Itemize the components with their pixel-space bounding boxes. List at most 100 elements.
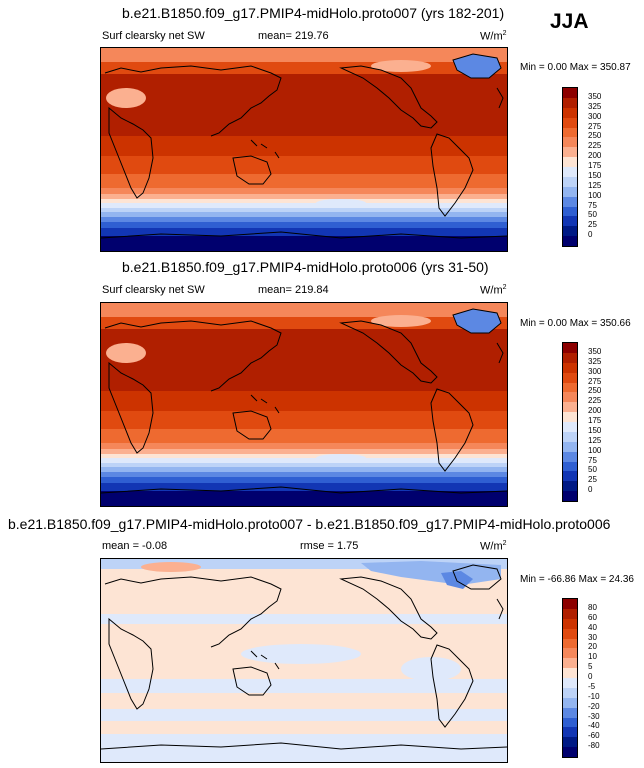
- colorbar-tick-label: -20: [588, 701, 600, 711]
- colorbar-swatch: [563, 491, 577, 501]
- colorbar-swatch: [563, 97, 577, 108]
- colorbar-tick-label: 350: [588, 346, 602, 356]
- colorbar-tick-label: 325: [588, 101, 602, 111]
- colorbar-tick-label: 200: [588, 151, 602, 161]
- colorbar-swatch: [563, 599, 577, 609]
- panel2-title: b.e21.B1850.f09_g17.PMIP4-midHolo.proto0…: [122, 259, 489, 275]
- colorbar-swatch: [563, 362, 577, 373]
- colorbar-swatch: [563, 206, 577, 217]
- colorbar-swatch: [563, 167, 577, 177]
- panel1-units: W/m2: [480, 30, 507, 43]
- panel1-mean: mean= 219.76: [258, 30, 329, 42]
- colorbar-swatch: [563, 176, 577, 187]
- colorbar-tick-label: 275: [588, 376, 602, 386]
- colorbar-tick-label: 225: [588, 396, 602, 406]
- colorbar-swatch: [563, 707, 577, 718]
- colorbar-tick-label: -40: [588, 721, 600, 731]
- panel1-minmax: Min = 0.00 Max = 350.87: [520, 62, 631, 73]
- colorbar-tick-label: 5: [588, 662, 593, 672]
- colorbar-swatch: [563, 648, 577, 659]
- panel3-units: W/m2: [480, 540, 507, 553]
- colorbar-tick-label: 300: [588, 111, 602, 121]
- colorbar-swatch: [563, 431, 577, 442]
- colorbar-swatch: [563, 678, 577, 688]
- colorbar-swatch: [563, 461, 577, 472]
- colorbar-tick-label: -5: [588, 681, 596, 691]
- colorbar-swatch: [563, 196, 577, 207]
- colorbar-swatch: [563, 441, 577, 452]
- colorbar-tick-label: 250: [588, 131, 602, 141]
- colorbar-swatch: [563, 402, 577, 413]
- panel2-variable: Surf clearsky net SW: [102, 284, 205, 296]
- colorbar-tick-label: -60: [588, 731, 600, 741]
- season-label: JJA: [550, 10, 589, 33]
- colorbar-swatch: [563, 216, 577, 227]
- colorbar-swatch: [563, 352, 577, 363]
- colorbar-swatch: [563, 107, 577, 118]
- colorbar-tick-label: 100: [588, 445, 602, 455]
- colorbar-swatch: [563, 412, 577, 422]
- colorbar-swatch: [563, 226, 577, 237]
- colorbar-tick-label: 10: [588, 652, 597, 662]
- colorbar-tick-label: 50: [588, 465, 597, 475]
- colorbar-tick-label: -30: [588, 711, 600, 721]
- colorbar-tick-label: -10: [588, 691, 600, 701]
- colorbar-swatch: [563, 117, 577, 128]
- panel2-map-svg: [101, 303, 507, 506]
- colorbar-tick-label: 150: [588, 170, 602, 180]
- colorbar-swatch: [563, 697, 577, 708]
- colorbar-tick-label: 350: [588, 91, 602, 101]
- colorbar-tick-label: 225: [588, 141, 602, 151]
- colorbar-tick-label: 175: [588, 416, 602, 425]
- colorbar-swatch: [563, 668, 577, 678]
- colorbar-swatch: [563, 451, 577, 462]
- panel2-colorbar: [562, 342, 578, 502]
- panel2-mean: mean= 219.84: [258, 284, 329, 296]
- colorbar-swatch: [563, 382, 577, 393]
- panel3-map-svg: [101, 559, 507, 762]
- panel1-map: [100, 47, 508, 252]
- colorbar-tick-label: 75: [588, 455, 597, 465]
- colorbar-tick-label: 60: [588, 612, 597, 622]
- colorbar-tick-label: 80: [588, 602, 597, 612]
- panel3-title: b.e21.B1850.f09_g17.PMIP4-midHolo.proto0…: [8, 516, 611, 532]
- colorbar-swatch: [563, 422, 577, 432]
- colorbar-swatch: [563, 88, 577, 98]
- colorbar-swatch: [563, 687, 577, 698]
- colorbar-swatch: [563, 236, 577, 246]
- panel3-colorbar: [562, 598, 578, 758]
- colorbar-swatch: [563, 618, 577, 629]
- colorbar-tick-label: 150: [588, 425, 602, 435]
- colorbar-swatch: [563, 137, 577, 148]
- colorbar-swatch: [563, 737, 577, 748]
- colorbar-swatch: [563, 608, 577, 619]
- panel2-units: W/m2: [480, 284, 507, 297]
- panel1-title: b.e21.B1850.f09_g17.PMIP4-midHolo.proto0…: [122, 5, 505, 21]
- colorbar-tick-label: 200: [588, 406, 602, 416]
- colorbar-swatch: [563, 638, 577, 649]
- colorbar-tick-label: 0: [588, 485, 593, 495]
- colorbar-tick-label: 25: [588, 220, 597, 230]
- colorbar-tick-label: 125: [588, 435, 602, 445]
- colorbar-swatch: [563, 717, 577, 728]
- colorbar-tick-label: 30: [588, 632, 597, 642]
- colorbar-swatch: [563, 747, 577, 757]
- colorbar-tick-label: 20: [588, 642, 597, 652]
- colorbar-tick-label: 0: [588, 672, 593, 681]
- panel2-minmax: Min = 0.00 Max = 350.66: [520, 318, 631, 329]
- colorbar-swatch: [563, 658, 577, 669]
- panel1-map-svg: [101, 48, 507, 251]
- colorbar-swatch: [563, 147, 577, 158]
- colorbar-tick-label: 325: [588, 356, 602, 366]
- colorbar-swatch: [563, 186, 577, 197]
- colorbar-tick-label: 100: [588, 190, 602, 200]
- colorbar-swatch: [563, 481, 577, 492]
- panel3-mean: mean = -0.08: [102, 540, 168, 552]
- colorbar-tick-label: 75: [588, 200, 597, 210]
- panel3-map: [100, 558, 508, 763]
- colorbar-tick-label: -80: [588, 741, 600, 751]
- colorbar-swatch: [563, 471, 577, 482]
- panel1-colorbar: [562, 87, 578, 247]
- panel2-map: [100, 302, 508, 507]
- colorbar-tick-label: 25: [588, 475, 597, 485]
